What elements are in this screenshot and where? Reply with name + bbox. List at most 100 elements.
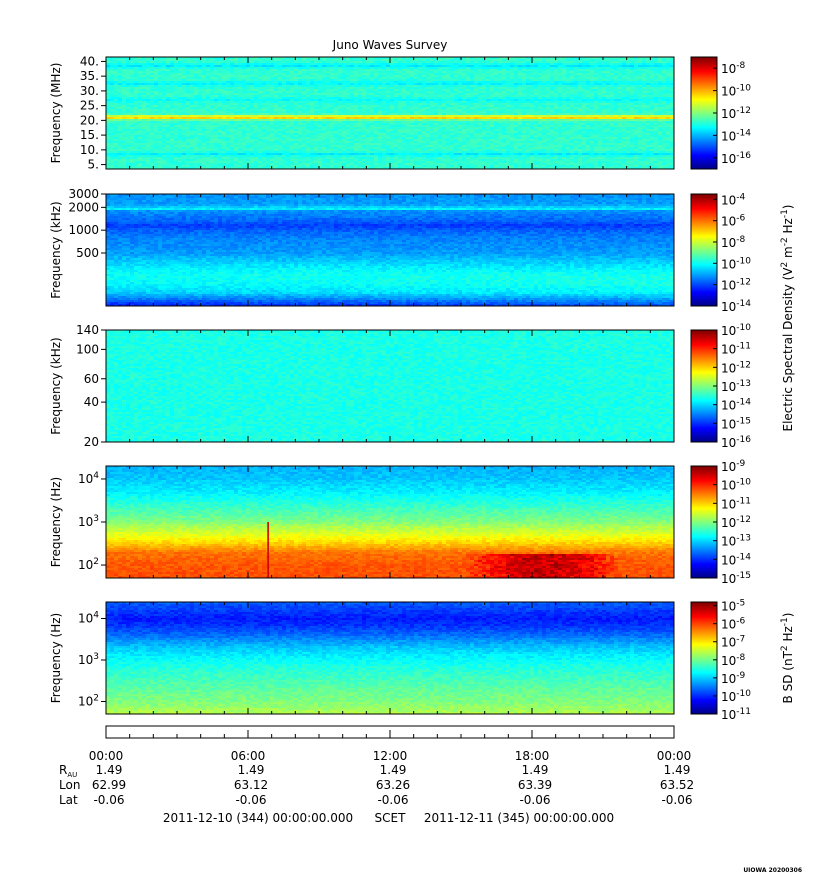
time-tick-label: 06:00 [231, 749, 266, 763]
y-tick-label: 103 [78, 652, 99, 667]
ephemeris-row-label: Lat [59, 793, 78, 807]
colorbar-tick-label: 10-11 [721, 342, 751, 357]
y-tick-label: 103 [78, 514, 99, 529]
time-tick-label: 18:00 [515, 749, 550, 763]
chart-title: Juno Waves Survey [332, 38, 448, 52]
colorbar-tick-label: 10-9 [721, 671, 746, 686]
y-axis-label: Frequency (Hz) [49, 613, 63, 704]
ephemeris-value: 63.26 [376, 778, 410, 792]
colorbar-tick-label: 10-14 [721, 398, 751, 413]
colorbar-tick-label: 10-15 [721, 571, 751, 586]
colorbar-tick-label: 10-10 [721, 256, 751, 271]
ephemeris-value: 1.49 [522, 763, 549, 777]
colorbar-tick-label: 10-10 [721, 689, 751, 704]
y-tick-label: 25. [80, 99, 99, 113]
colorbar-tick-label: 10-7 [721, 635, 745, 650]
y-axis-label: Frequency (kHz) [49, 337, 63, 434]
colorbar-tick-label: 10-11 [721, 707, 751, 722]
y-axis-label: Frequency (MHz) [49, 63, 63, 164]
spectrogram-cells [106, 57, 674, 169]
y-tick-label: 102 [78, 557, 99, 572]
time-range-frame: SCET [375, 811, 407, 825]
ephemeris-value: 63.12 [234, 778, 268, 792]
y-tick-label: 5. [88, 158, 99, 172]
colorbar: 10-5 10-6 10-7 10-8 10-9 10-10 10-11 [691, 599, 751, 722]
ephemeris-value: 1.49 [664, 763, 691, 777]
y-tick-label: 140 [76, 323, 99, 337]
y-tick-label: 40 [84, 395, 99, 409]
y-tick-label: 2000 [68, 200, 99, 214]
colorbar: 10-4 10-6 10-8 10-10 10-12 10-14 [691, 192, 751, 314]
colorbar-tick-label: 10-8 [721, 235, 746, 250]
ephemeris-value: 63.52 [660, 778, 694, 792]
time-axis-strip: 00:00 06:00 12:00 18:00 00:00 [89, 726, 692, 763]
colorbar: 10-10 10-11 10-12 10-13 10-14 10-15 10-16 [691, 323, 751, 450]
colorbar-tick-label: 10-6 [721, 617, 746, 632]
colorbar-tick-label: 10-9 [721, 459, 746, 474]
y-tick-label: 60 [84, 372, 99, 386]
colorbar-tick-label: 10-12 [721, 106, 751, 121]
y-tick-label: 40. [80, 54, 99, 68]
colorbar-tick-label: 10-12 [721, 278, 751, 293]
y-tick-label: 30. [80, 84, 99, 98]
colorbar-tick-label: 10-10 [721, 478, 751, 493]
y-tick-label: 20. [80, 113, 99, 127]
spectrogram-cells [106, 330, 674, 442]
colorbar-tick-label: 10-16 [721, 435, 751, 450]
colorbar-tick-label: 10-16 [721, 151, 751, 166]
spectrogram-cells [106, 602, 674, 714]
y-tick-label: 15. [80, 128, 99, 142]
y-axis-label: Frequency (Hz) [49, 477, 63, 568]
ephemeris-value: 1.49 [380, 763, 407, 777]
ephemeris-row-label: RAU [59, 763, 77, 779]
y-tick-label: 1000 [68, 223, 99, 237]
colorbar-tick-label: 10-12 [721, 515, 751, 530]
colorbar-tick-label: 10-13 [721, 379, 751, 394]
ephemeris-value: -0.06 [519, 793, 550, 807]
colorbar-tick-label: 10-8 [721, 653, 746, 668]
colorbar-labels: Electric Spectral Density (V2​ m-2​ Hz-1… [780, 204, 795, 703]
figure: Juno Waves Survey 5.10.15.20.25.30.35.40… [0, 0, 815, 880]
ephemeris-value: 1.49 [96, 763, 123, 777]
colorbar: 10-8 10-10 10-12 10-14 10-16 [691, 57, 751, 169]
colorbar-tick-label: 10-12 [721, 360, 751, 375]
colorbar-tick-label: 10-5 [721, 599, 745, 614]
colorbar-tick-label: 10-14 [721, 299, 751, 314]
time-tick-label: 12:00 [373, 749, 408, 763]
colorbar-tick-label: 10-14 [721, 128, 751, 143]
ephemeris-value: -0.06 [93, 793, 124, 807]
colorbar-tick-label: 10-6 [721, 214, 746, 229]
time-tick-label: 00:00 [657, 749, 692, 763]
colorbar-tick-label: 10-15 [721, 416, 751, 431]
colorbar-tick-label: 10-10 [721, 323, 751, 338]
spectrogram-panel: 5.10.15.20.25.30.35.40.Frequency (MHz) 10… [49, 54, 751, 171]
colorbar-tick-label: 10-8 [721, 61, 746, 76]
footer-stamp: UIOWA 20200306 [743, 867, 802, 874]
y-tick-label: 20 [84, 435, 99, 449]
colorbar-tick-label: 10-4 [721, 192, 746, 207]
time-range-start: 2011-12-10 (344) 00:00:00.000 [163, 811, 353, 825]
spectrogram-cells [106, 194, 674, 306]
colorbar-tick-label: 10-11 [721, 496, 751, 511]
ephemeris-row-label: Lon [59, 778, 80, 792]
spectrogram-cells [106, 466, 674, 578]
time-tick-label: 00:00 [89, 749, 124, 763]
y-tick-label: 104 [78, 471, 99, 486]
y-tick-label: 102 [78, 694, 99, 709]
y-tick-label: 10. [80, 143, 99, 157]
ephemeris-value: 63.39 [518, 778, 552, 792]
y-tick-label: 3000 [68, 187, 99, 201]
ephemeris-value: -0.06 [377, 793, 408, 807]
panels: 5.10.15.20.25.30.35.40.Frequency (MHz) 10… [49, 54, 751, 722]
colorbar-tick-label: 10-13 [721, 534, 751, 549]
magnetic-spectral-density-label: B SD (nT2​ Hz-1​) [780, 613, 795, 704]
burst-line [267, 522, 269, 578]
colorbar-tick-label: 10-10 [721, 84, 751, 99]
ephemeris-value: -0.06 [235, 793, 266, 807]
ephemeris-value: 1.49 [238, 763, 265, 777]
